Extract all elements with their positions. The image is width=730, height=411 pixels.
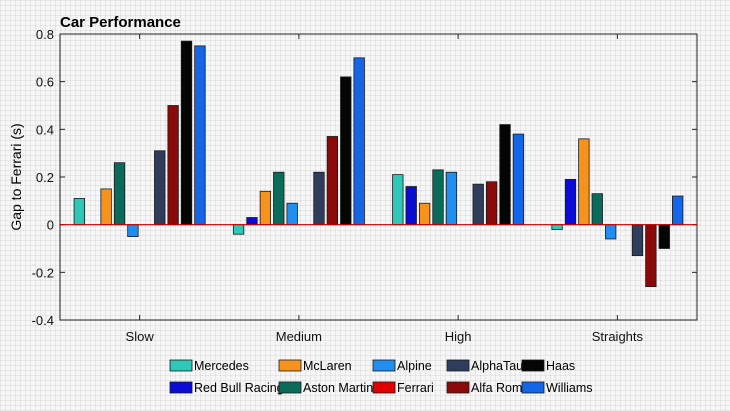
y-tick-label: -0.2	[32, 265, 54, 280]
y-tick-label: 0.4	[36, 122, 54, 137]
bar-red-bull-racing	[405, 186, 417, 226]
bar-mercedes	[392, 174, 404, 226]
x-tick-label: Straights	[592, 329, 644, 344]
bar-alfa-romeo	[645, 224, 657, 288]
legend-label-mercedes: Mercedes	[194, 359, 249, 373]
bar-red-bull-racing	[564, 178, 577, 226]
legend-label-alpine: Alpine	[397, 359, 432, 373]
bar-aston-martin	[273, 171, 285, 226]
bar-mclaren	[578, 138, 590, 226]
y-tick-label: 0.6	[36, 75, 54, 90]
legend-swatch-williams	[521, 381, 545, 394]
bar-alpine	[286, 202, 298, 226]
legend-label-aston-martin: Aston Martin	[303, 381, 373, 395]
y-tick-label: 0.8	[36, 27, 54, 42]
bar-aston-martin	[591, 193, 603, 226]
plot-area: -0.4 -0.2 0 0.2 0.4 0.6 0.8 Slow Medium High Strai…	[32, 27, 698, 344]
bar-mercedes	[551, 224, 563, 230]
legend-swatch-red-bull-racing	[169, 381, 193, 394]
bar-mercedes	[73, 198, 85, 226]
bar-williams	[672, 195, 684, 226]
bar-mercedes	[232, 224, 245, 235]
bar-williams	[194, 45, 206, 226]
legend-swatch-aston-martin	[278, 381, 302, 394]
legend-swatch-mercedes	[169, 359, 193, 372]
legend-swatch-mclaren	[278, 359, 302, 372]
bar-alfa-romeo	[326, 136, 339, 226]
legend-label-alfa-romeo: Alfa Romeo	[471, 381, 536, 395]
y-tick-label: -0.4	[32, 313, 54, 328]
legend-label-haas: Haas	[546, 359, 575, 373]
legend-swatch-alfa-romeo	[446, 381, 470, 394]
legend-swatch-ferrari	[372, 381, 396, 394]
bar-haas	[499, 124, 511, 226]
x-tick-label: Slow	[126, 329, 155, 344]
bar-aston-martin	[432, 169, 444, 226]
y-tick-label: 0.2	[36, 170, 54, 185]
bar-mclaren	[259, 190, 272, 226]
y-axis-label: Gap to Ferrari (s)	[8, 123, 24, 230]
legend-label-red-bull-racing: Red Bull Racing	[194, 381, 284, 395]
bar-alpine	[445, 171, 458, 226]
bar-red-bull-racing	[246, 217, 258, 226]
bar-alpine	[127, 224, 139, 237]
bar-haas	[180, 40, 193, 226]
bar-alfa-romeo	[485, 181, 498, 226]
bar-mclaren	[418, 202, 431, 226]
legend-swatch-alphatauri	[446, 359, 470, 372]
bar-alphatauri	[313, 171, 325, 226]
legend-label-ferrari: Ferrari	[397, 381, 434, 395]
legend: Mercedes McLaren Alpine AlphaTauri Haas Red B…	[169, 359, 593, 395]
legend-label-williams: Williams	[546, 381, 593, 395]
bar-alpine	[605, 224, 617, 240]
bar-alphatauri	[472, 183, 484, 226]
legend-swatch-alpine	[372, 359, 396, 372]
bar-alphatauri	[631, 224, 644, 257]
bar-williams	[353, 57, 365, 226]
bar-williams	[512, 133, 525, 226]
bar-haas	[340, 76, 352, 226]
bar-alfa-romeo	[167, 105, 179, 226]
bar-haas	[658, 224, 670, 249]
legend-label-alphatauri: AlphaTauri	[471, 359, 530, 373]
bar-mclaren	[100, 188, 112, 226]
x-tick-label: Medium	[276, 329, 322, 344]
legend-label-mclaren: McLaren	[303, 359, 352, 373]
y-tick-label: 0	[47, 218, 54, 233]
bar-aston-martin	[113, 162, 126, 226]
legend-swatch-haas	[521, 359, 545, 372]
bar-alphatauri	[154, 150, 166, 226]
chart-title: Car Performance	[60, 14, 181, 31]
x-tick-label: High	[445, 329, 472, 344]
